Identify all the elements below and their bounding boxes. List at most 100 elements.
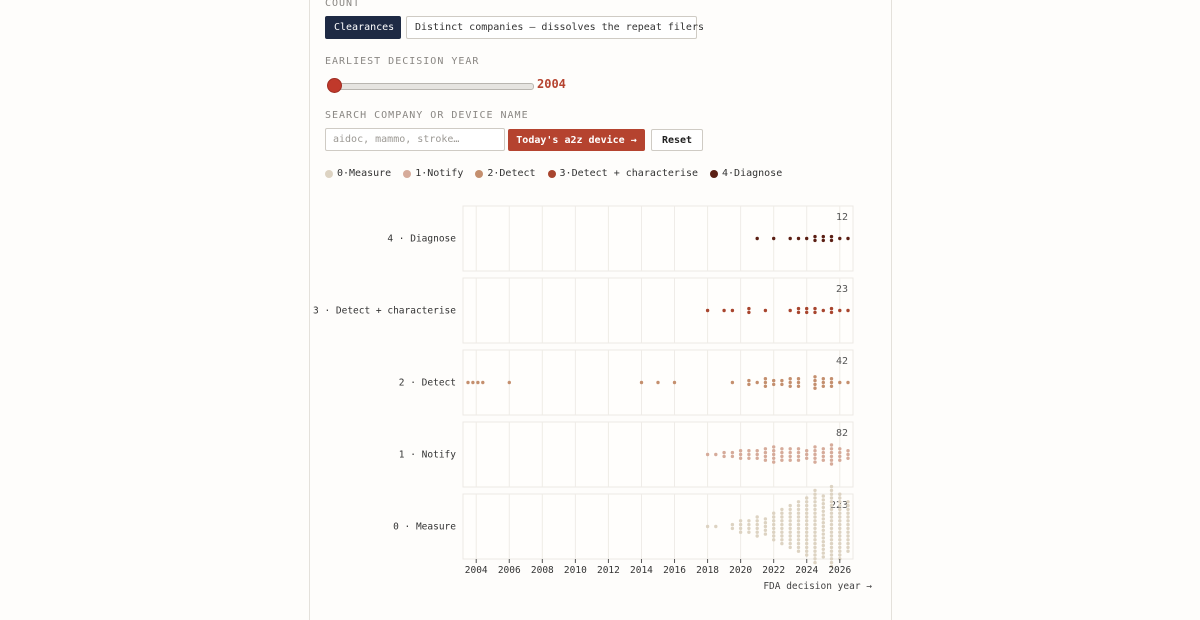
legend-item[interactable]: 3·Detect + characterise [547,168,698,179]
data-point [714,452,718,457]
data-point [780,522,784,527]
data-point [805,545,809,550]
data-point [763,454,768,459]
data-point [829,515,834,519]
data-point [788,515,792,519]
data-point [846,308,850,313]
data-point [805,503,809,508]
legend-label: 0·Measure [337,168,392,179]
row-panel [462,277,854,344]
data-point [780,507,784,512]
data-point [813,500,817,504]
beeswarm-chart: 4 · Diagnose 12 3 · Detect + characterise 2… [313,205,872,592]
data-point [846,456,850,460]
data-point [738,456,743,460]
data-point [813,511,817,515]
data-point [796,380,801,385]
data-point [796,549,801,553]
data-point [813,557,817,561]
year-slider-thumb[interactable] [327,78,342,93]
data-point [829,564,834,569]
data-point [838,450,842,455]
data-point [821,380,825,385]
data-point [763,450,768,455]
row-total: 82 [836,428,848,439]
data-point [772,534,776,538]
today-device-button[interactable]: Today's a2z device → [508,129,645,151]
row-label: 3 · Detect + characterise [313,306,456,317]
data-point [829,526,834,531]
data-point [738,522,743,527]
data-point [829,443,834,447]
legend-item[interactable]: 1·Notify [403,168,463,179]
data-point [722,454,726,459]
search-input[interactable] [325,128,505,151]
data-point [813,560,817,565]
legend-item[interactable]: 2·Detect [475,168,536,179]
data-point [805,526,809,531]
data-point [730,450,735,455]
data-point [829,560,834,565]
data-point [813,452,817,457]
data-point [829,553,834,557]
data-point [846,236,850,241]
data-point [788,526,792,531]
data-point [772,378,776,383]
data-point [788,236,792,241]
data-point [829,450,834,455]
data-point [747,382,751,387]
data-point [813,519,817,523]
data-point [829,484,834,489]
data-point [796,236,801,241]
data-point [821,524,825,529]
data-point [788,530,792,534]
data-point [796,515,801,519]
year-slider-value: 2004 [537,77,566,91]
data-point [755,452,759,457]
data-point [838,308,842,313]
legend-item[interactable]: 4·Diagnose [710,168,782,179]
count-label: COUNT [325,0,361,9]
data-point [780,538,784,542]
data-point [722,308,726,313]
data-point [846,452,850,457]
data-point [788,541,792,546]
data-point [829,541,834,546]
legend-item[interactable]: 0·Measure [325,168,391,179]
x-tick-label: 2026 [828,565,851,576]
data-point [829,462,834,466]
data-point [821,454,825,459]
data-point [471,380,475,385]
data-point [788,384,792,388]
x-tick-label: 2006 [498,565,521,576]
distinct-companies-toggle[interactable]: Distinct companies — dissolves the repea… [406,16,704,39]
data-point [813,449,817,453]
clearances-toggle[interactable]: Clearances [325,16,401,39]
data-point [821,494,825,498]
data-point [747,310,751,315]
data-point [821,547,825,551]
data-point [846,503,850,508]
data-point [796,519,801,523]
data-point [747,306,751,311]
data-point [838,236,842,241]
data-point [813,534,817,538]
data-point [796,503,801,508]
data-point [829,488,834,493]
data-point [838,454,842,459]
row-total: 42 [836,356,848,367]
data-point [813,507,817,512]
data-point [796,530,801,534]
reset-button[interactable]: Reset [651,129,703,151]
data-point [813,488,817,493]
data-point [829,377,834,381]
data-point [763,458,768,462]
data-point [796,306,801,311]
x-axis-label: FDA decision year → [763,581,872,592]
data-point [780,511,784,515]
data-point [714,524,718,529]
data-point [772,538,776,542]
data-point [846,549,850,553]
data-point [747,522,751,527]
data-point [772,382,776,387]
